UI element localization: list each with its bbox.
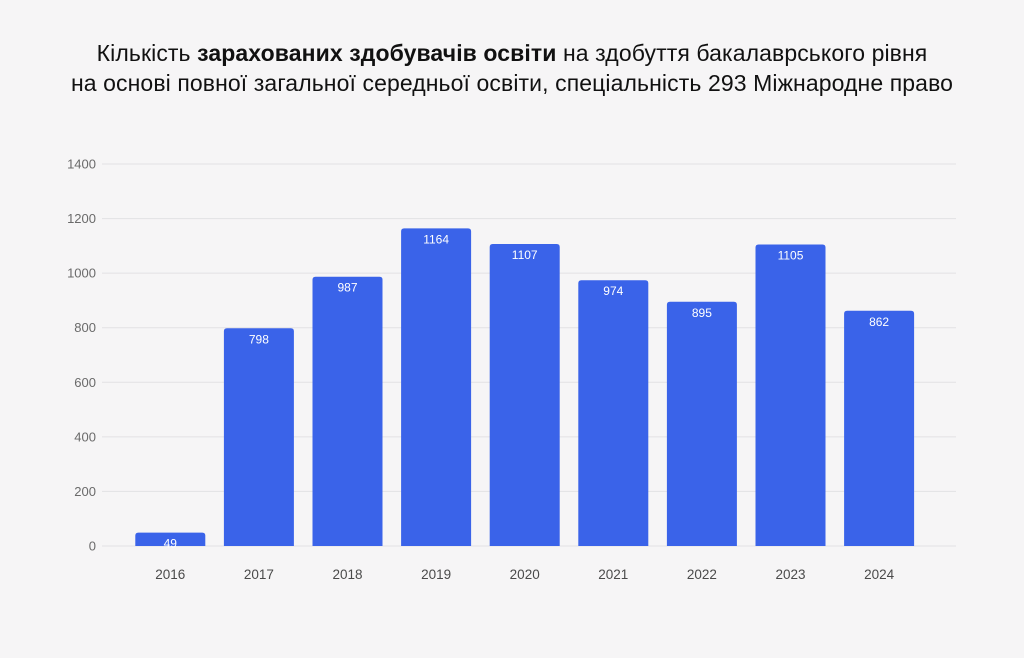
y-tick-label-1000: 1000 <box>67 266 96 281</box>
x-axis: 2016 2017 2018 2019 2020 2021 2022 2023 2024 <box>155 567 894 582</box>
bar-2024 <box>844 310 915 546</box>
bar-2017 <box>223 328 294 546</box>
x-tick-label-2022: 2022 <box>687 567 717 582</box>
data-label-2019: 1164 <box>423 232 449 246</box>
bar-2016 <box>135 532 206 546</box>
x-tick-label-2023: 2023 <box>775 567 805 582</box>
x-tick-label-2017: 2017 <box>244 567 274 582</box>
bar-2018 <box>312 276 383 546</box>
bar-2019 <box>401 228 472 546</box>
title-line-1-bold: зарахованих здобувачів освіти <box>197 40 557 66</box>
title-line-1-pre: Кількість <box>96 40 198 66</box>
data-label-2024: 862 <box>869 315 889 329</box>
x-tick-label-2024: 2024 <box>864 567 895 582</box>
y-tick-label-600: 600 <box>74 375 96 390</box>
x-tick-label-2016: 2016 <box>155 567 185 582</box>
x-tick-label-2018: 2018 <box>332 567 362 582</box>
title-line-1-post: на здобуття бакалаврського рівня <box>556 40 928 66</box>
bar-2022 <box>666 301 737 546</box>
bars <box>135 228 915 546</box>
x-tick-label-2021: 2021 <box>598 567 628 582</box>
y-axis: 0 200 400 600 800 1000 1200 1400 <box>67 157 96 554</box>
y-tick-label-0: 0 <box>89 539 96 554</box>
data-label-2021: 974 <box>603 284 623 298</box>
data-label-2016: 49 <box>164 537 178 551</box>
y-tick-label-200: 200 <box>74 484 96 499</box>
data-label-2017: 798 <box>249 332 269 346</box>
y-tick-label-1200: 1200 <box>67 211 96 226</box>
title-line-1: Кількість зарахованих здобувачів освіти … <box>0 38 1024 68</box>
y-tick-label-400: 400 <box>74 429 96 444</box>
data-label-2023: 1105 <box>778 248 804 262</box>
data-label-2022: 895 <box>692 306 712 320</box>
data-label-2020: 1107 <box>512 248 538 262</box>
x-tick-label-2020: 2020 <box>510 567 540 582</box>
y-tick-label-800: 800 <box>74 320 96 335</box>
bar-2021 <box>578 280 649 546</box>
data-label-2018: 987 <box>337 281 357 295</box>
data-labels: 49 798 987 1164 1107 974 895 1105 862 <box>164 232 890 550</box>
y-tick-label-1400: 1400 <box>67 157 96 172</box>
chart-title: Кількість зарахованих здобувачів освіти … <box>0 38 1024 98</box>
title-line-2: на основі повної загальної середньої осв… <box>70 70 954 96</box>
x-tick-label-2019: 2019 <box>421 567 451 582</box>
bar-2023 <box>755 244 826 546</box>
bar-2020 <box>489 243 560 546</box>
